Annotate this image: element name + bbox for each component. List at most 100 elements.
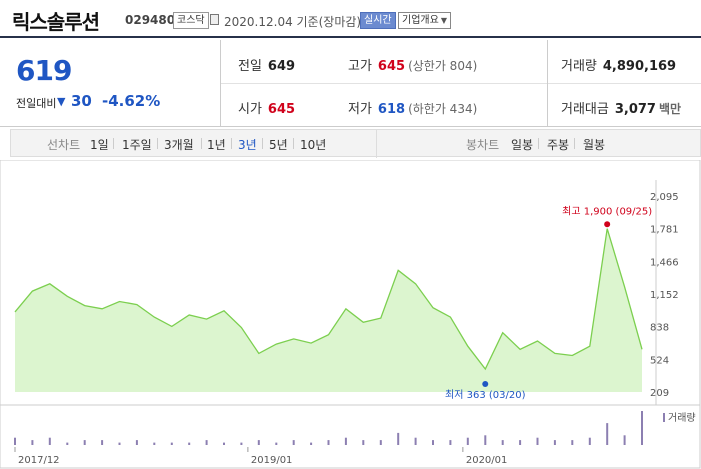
annotations: 최고 1,900 (09/25) 최저 363 (03/20) bbox=[445, 205, 652, 401]
y-tick-label: 1,781 bbox=[650, 225, 679, 236]
separator bbox=[538, 138, 539, 149]
x-tick-label: 2020/01 bbox=[466, 455, 508, 466]
company-info-dropdown[interactable]: 기업개요 ▼ bbox=[398, 12, 451, 29]
volume-bar bbox=[571, 440, 574, 445]
volume-bar bbox=[310, 442, 313, 445]
volume-bar bbox=[641, 411, 643, 445]
amount-unit: 백만 bbox=[658, 102, 682, 116]
open-value: 645 bbox=[267, 102, 296, 117]
period-5y[interactable]: 5년 bbox=[269, 138, 288, 152]
min-label: 최저 363 (03/20) bbox=[445, 389, 526, 401]
volume-bar bbox=[362, 440, 365, 445]
quote-date: 2020.12.04 기준(장마감) bbox=[224, 15, 362, 29]
separator bbox=[293, 138, 294, 149]
volume-bar bbox=[623, 435, 626, 445]
volume-bar bbox=[101, 440, 104, 445]
volume-bar bbox=[48, 437, 51, 445]
realtime-button[interactable]: 실시간 bbox=[360, 12, 396, 29]
high-cell: 고가 645 (상한가 804) bbox=[348, 55, 477, 74]
period-10y[interactable]: 10년 bbox=[300, 138, 327, 152]
volume-bar bbox=[519, 440, 522, 445]
toolbar-divider bbox=[376, 130, 377, 158]
volume-bar bbox=[501, 440, 504, 445]
high-value: 645 bbox=[377, 59, 406, 74]
volume-bar bbox=[118, 442, 121, 445]
volume-bar bbox=[66, 442, 69, 445]
period-1y[interactable]: 1년 bbox=[207, 138, 226, 152]
change-percent: -4.62% bbox=[102, 92, 161, 110]
candle-monthly[interactable]: 월봉 bbox=[583, 138, 606, 152]
low-label: 저가 bbox=[348, 102, 372, 117]
candle-weekly[interactable]: 주봉 bbox=[547, 138, 570, 152]
current-price: 619 bbox=[16, 54, 72, 87]
volume-bar bbox=[606, 423, 609, 445]
low-cell: 저가 618 (하한가 434) bbox=[348, 98, 477, 117]
separator bbox=[201, 138, 202, 149]
y-tick-label: 838 bbox=[650, 323, 669, 334]
open-label: 시가 bbox=[238, 102, 262, 117]
volume-legend-swatch bbox=[663, 413, 665, 422]
volume-label: 거래량 bbox=[561, 59, 597, 74]
x-axis: 2017/12 2019/01 2020/01 bbox=[14, 447, 508, 466]
prev-close-value: 649 bbox=[267, 59, 296, 74]
price-chart[interactable]: 2,095 1,781 1,466 1,152 838 524 209 거래량 2017/1… bbox=[0, 160, 701, 469]
column-divider bbox=[547, 40, 548, 126]
volume-bar bbox=[327, 440, 330, 445]
y-tick-label: 1,152 bbox=[650, 290, 679, 301]
y-tick-label: 209 bbox=[650, 388, 669, 399]
max-label: 최고 1,900 (09/25) bbox=[562, 205, 652, 217]
period-3m[interactable]: 3개월 bbox=[164, 138, 194, 152]
price-box: 619 전일대비 ▼ 30 -4.62% bbox=[0, 40, 221, 126]
chart-grid bbox=[0, 160, 701, 469]
max-marker bbox=[604, 221, 611, 228]
stock-code: 029480 bbox=[125, 13, 176, 27]
min-marker bbox=[482, 380, 489, 387]
volume-bar bbox=[170, 442, 173, 445]
volume-bar bbox=[153, 442, 156, 445]
upper-limit: (상한가 804) bbox=[408, 59, 478, 73]
amount-label: 거래대금 bbox=[561, 102, 609, 117]
price-line bbox=[14, 228, 643, 371]
amount-cell: 거래대금 3,077 백만 bbox=[561, 98, 681, 117]
change-label: 전일대비 bbox=[16, 97, 57, 110]
chart-frame bbox=[0, 160, 701, 469]
period-1w[interactable]: 1주일 bbox=[122, 138, 152, 152]
volume-bar bbox=[397, 432, 400, 445]
volume-bar bbox=[188, 442, 191, 445]
amount-value: 3,077 bbox=[614, 102, 656, 117]
volume-bar bbox=[292, 440, 295, 445]
period-3y[interactable]: 3년 bbox=[238, 138, 257, 152]
candle-daily[interactable]: 일봉 bbox=[511, 138, 534, 152]
volume-bar bbox=[83, 440, 86, 445]
volume-bars: 거래량 bbox=[14, 411, 696, 445]
volume-legend-label: 거래량 bbox=[668, 412, 696, 424]
chevron-down-icon: ▼ bbox=[440, 16, 447, 25]
stock-name: 릭스솔루션 bbox=[12, 10, 100, 34]
volume-bar bbox=[414, 437, 417, 445]
company-info-label: 기업개요 bbox=[402, 15, 439, 26]
volume-bar bbox=[14, 437, 16, 445]
x-tick-label: 2019/01 bbox=[251, 455, 293, 466]
volume-bar bbox=[484, 435, 487, 445]
period-toolbar: 선차트 1일 1주일 3개월 1년 3년 5년 10년 봉차트 일봉 주봉 월봉 bbox=[10, 129, 701, 158]
volume-bar bbox=[536, 437, 539, 445]
line-chart-label: 선차트 bbox=[47, 138, 81, 152]
volume-cell: 거래량 4,890,169 bbox=[561, 55, 676, 74]
open-cell: 시가 645 bbox=[238, 98, 295, 117]
low-value: 618 bbox=[377, 102, 406, 117]
volume-bar bbox=[257, 440, 260, 445]
volume-bar bbox=[240, 442, 243, 445]
period-1d[interactable]: 1일 bbox=[90, 138, 109, 152]
volume-value: 4,890,169 bbox=[602, 59, 677, 74]
price-area-fill bbox=[15, 228, 642, 392]
prev-close-label: 전일 bbox=[238, 59, 262, 74]
volume-bar bbox=[588, 437, 591, 445]
y-tick-label: 1,466 bbox=[650, 257, 679, 268]
change-value: 30 bbox=[71, 92, 92, 110]
separator bbox=[231, 138, 232, 149]
volume-bar bbox=[449, 440, 452, 445]
volume-bar bbox=[553, 440, 556, 445]
y-axis: 2,095 1,781 1,466 1,152 838 524 209 bbox=[650, 192, 679, 399]
separator bbox=[574, 138, 575, 149]
separator bbox=[262, 138, 263, 149]
